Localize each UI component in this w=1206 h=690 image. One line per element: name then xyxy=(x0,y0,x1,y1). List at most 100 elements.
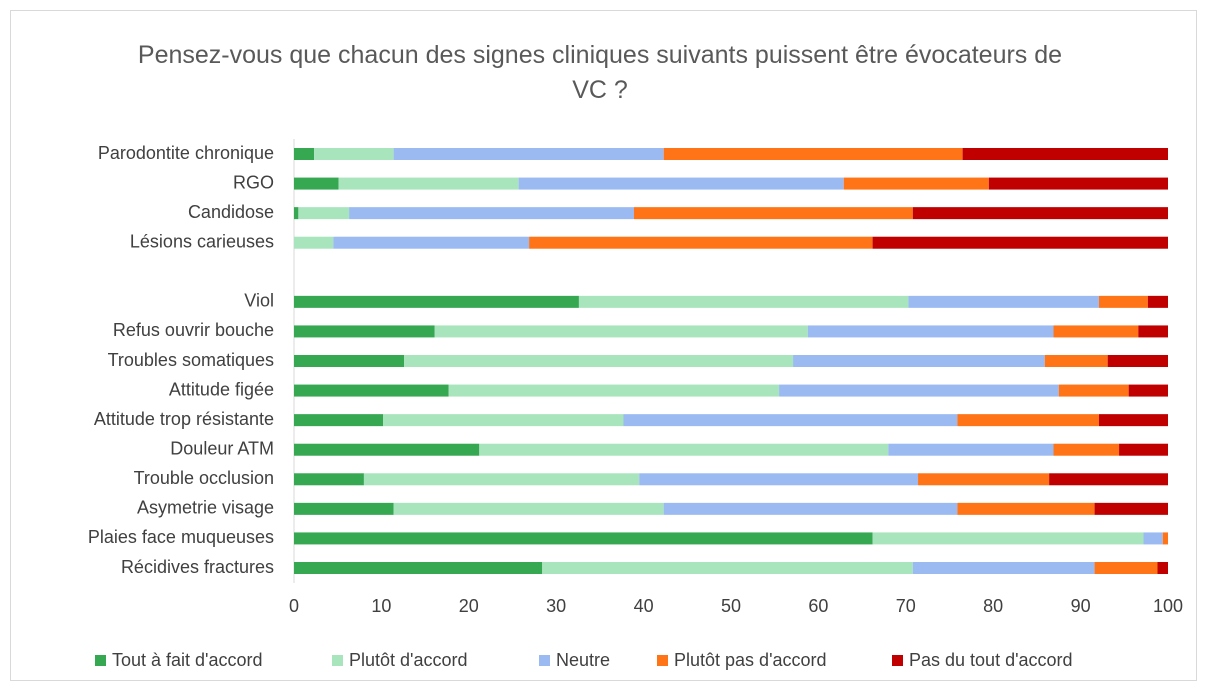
legend-swatch xyxy=(657,655,668,666)
x-tick-label: 0 xyxy=(289,596,299,616)
bar-segment xyxy=(1138,325,1168,338)
x-tick-label: 100 xyxy=(1153,596,1183,616)
bar-segment xyxy=(393,502,664,515)
legend-label: Plutôt d'accord xyxy=(349,650,468,670)
bar-segment xyxy=(1053,325,1139,338)
bar-segment xyxy=(843,177,989,190)
bar-segment xyxy=(623,414,958,427)
bar-segment xyxy=(294,473,364,486)
x-tick-label: 70 xyxy=(896,596,916,616)
y-tick-label: Viol xyxy=(244,291,274,311)
bar-segment xyxy=(529,236,873,249)
bar-segment xyxy=(793,355,1045,367)
bar-segment xyxy=(663,148,963,160)
bar-segment xyxy=(294,502,394,515)
bar-segment xyxy=(1053,443,1120,456)
y-tick-label: RGO xyxy=(233,172,274,192)
bar-segment xyxy=(1098,414,1168,427)
bar-segment xyxy=(1049,473,1168,486)
bar-segment xyxy=(1119,443,1168,456)
bar-segment xyxy=(1128,384,1168,397)
y-tick-label: Lésions carieuses xyxy=(130,231,274,251)
x-tick-label: 50 xyxy=(721,596,741,616)
bar-segment xyxy=(1162,532,1168,545)
y-tick-label: Attitude trop résistante xyxy=(94,409,274,429)
bar-segment xyxy=(294,207,299,220)
bar-segment xyxy=(294,148,315,160)
y-tick-label: Plaies face muqueuses xyxy=(88,527,274,547)
bar-segment xyxy=(908,295,1099,308)
bar-segment xyxy=(1058,384,1129,397)
bar-segment xyxy=(872,236,1168,249)
legend-label: Plutôt pas d'accord xyxy=(674,650,827,670)
legend-swatch xyxy=(892,655,903,666)
bar-segment xyxy=(542,562,913,574)
bar-segment xyxy=(633,207,913,220)
x-tick-label: 60 xyxy=(808,596,828,616)
legend-label: Tout à fait d'accord xyxy=(112,650,263,670)
bar-segment xyxy=(338,177,519,190)
y-tick-label: Troubles somatiques xyxy=(108,350,274,370)
bar-segment xyxy=(639,473,919,486)
y-tick-label: Candidose xyxy=(188,202,274,222)
bar-segment xyxy=(872,532,1144,545)
bar-segment xyxy=(294,295,579,308)
bar-segment xyxy=(1094,502,1168,515)
bar-segment xyxy=(779,384,1059,397)
bar-segment xyxy=(294,177,339,190)
bar-segment xyxy=(383,414,624,427)
y-tick-label: Refus ouvrir bouche xyxy=(113,320,274,340)
x-tick-label: 10 xyxy=(371,596,391,616)
bar-segment xyxy=(294,355,405,367)
bar-segment xyxy=(448,384,780,397)
y-tick-label: Trouble occlusion xyxy=(134,468,274,488)
x-tick-label: 90 xyxy=(1071,596,1091,616)
bar-segment xyxy=(988,177,1168,190)
bar-segment xyxy=(1094,562,1158,574)
bar-segment xyxy=(363,473,640,486)
bar-segment xyxy=(294,236,334,249)
y-tick-label: Parodontite chronique xyxy=(98,143,274,163)
legend-label: Neutre xyxy=(556,650,610,670)
bar-segment xyxy=(888,443,1054,456)
y-tick-label: Asymetrie visage xyxy=(137,498,274,518)
bar-segment xyxy=(479,443,889,456)
bar-segment xyxy=(918,473,1050,486)
legend-swatch xyxy=(95,655,106,666)
x-tick-label: 20 xyxy=(459,596,479,616)
x-tick-label: 40 xyxy=(634,596,654,616)
bar-segment xyxy=(298,207,350,220)
bar-segment xyxy=(1143,532,1163,545)
bar-segment xyxy=(957,502,1095,515)
bar-segment xyxy=(807,325,1054,338)
bar-segment xyxy=(1157,562,1168,574)
bar-segment xyxy=(294,384,449,397)
bar-segment xyxy=(393,148,664,160)
bar-segment xyxy=(663,502,958,515)
bar-segment xyxy=(1044,355,1108,367)
x-tick-label: 30 xyxy=(546,596,566,616)
legend-swatch xyxy=(332,655,343,666)
bar-segment xyxy=(294,414,384,427)
bar-segment xyxy=(1147,295,1168,308)
x-tick-label: 80 xyxy=(983,596,1003,616)
legend-swatch xyxy=(539,655,550,666)
bar-segment xyxy=(957,414,1099,427)
bar-segment xyxy=(294,443,480,456)
bar-segment xyxy=(1098,295,1148,308)
bar-segment xyxy=(962,148,1168,160)
bar-segment xyxy=(912,207,1168,220)
bar-segment xyxy=(349,207,634,220)
bar-segment xyxy=(294,532,873,545)
bar-segment xyxy=(294,325,435,338)
chart-title: Pensez-vous que chacun des signes cliniq… xyxy=(137,41,1063,104)
chart-border xyxy=(10,10,1197,681)
legend-label: Pas du tout d'accord xyxy=(909,650,1073,670)
bar-segment xyxy=(578,295,909,308)
y-tick-label: Récidives fractures xyxy=(121,557,274,577)
bar-segment xyxy=(912,562,1095,574)
y-tick-label: Attitude figée xyxy=(169,379,274,399)
bar-segment xyxy=(404,355,794,367)
